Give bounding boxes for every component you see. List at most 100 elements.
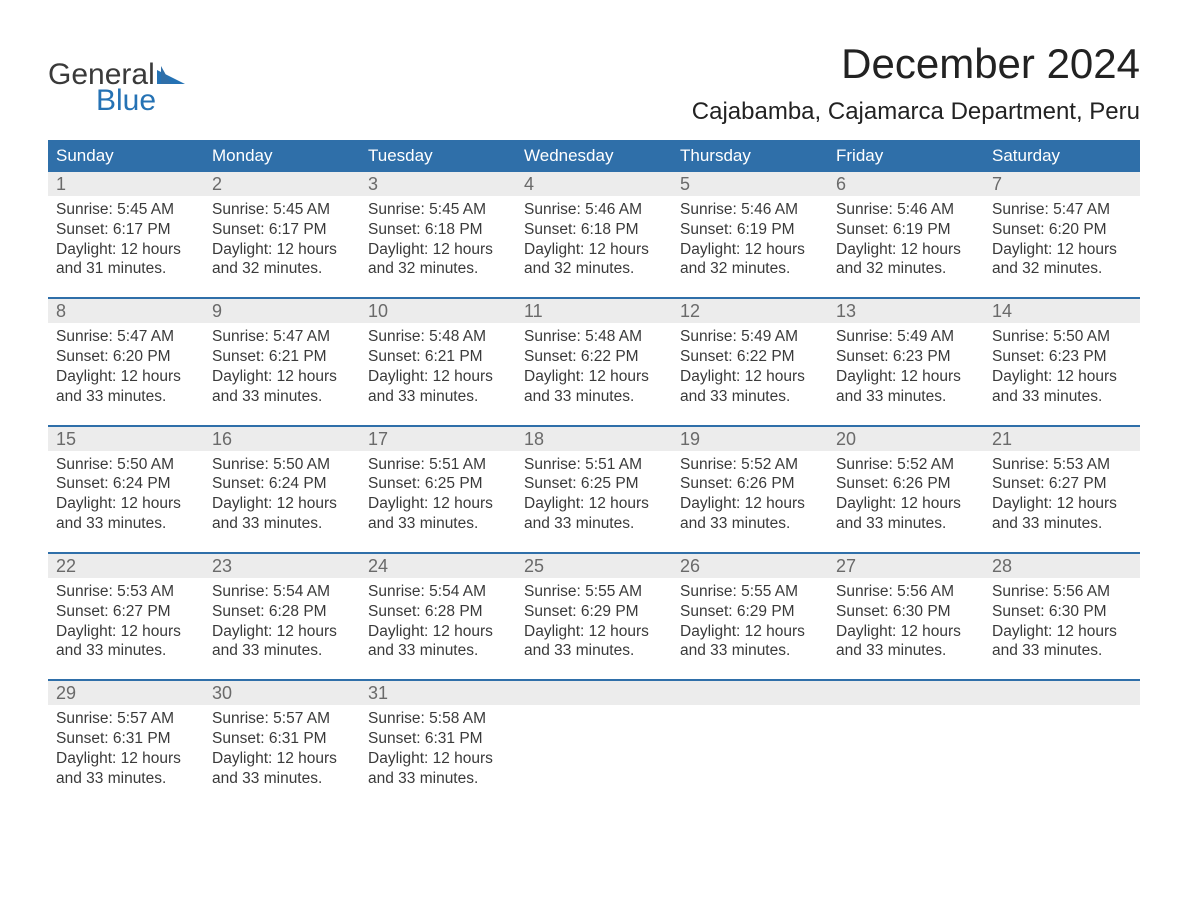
day-cell: Sunrise: 5:55 AMSunset: 6:29 PMDaylight:… — [516, 578, 672, 665]
day-number: 8 — [48, 299, 204, 323]
sunrise-line: Sunrise: 5:50 AM — [992, 327, 1132, 347]
sunset-line: Sunset: 6:17 PM — [56, 220, 196, 240]
day-cell: Sunrise: 5:48 AMSunset: 6:21 PMDaylight:… — [360, 323, 516, 410]
day-cell — [984, 705, 1140, 792]
sunrise-line: Sunrise: 5:45 AM — [56, 200, 196, 220]
sunrise-line: Sunrise: 5:54 AM — [368, 582, 508, 602]
day-cell: Sunrise: 5:47 AMSunset: 6:20 PMDaylight:… — [48, 323, 204, 410]
sunrise-line: Sunrise: 5:45 AM — [368, 200, 508, 220]
day-number: 1 — [48, 172, 204, 196]
sunset-line: Sunset: 6:17 PM — [212, 220, 352, 240]
day-cell: Sunrise: 5:49 AMSunset: 6:22 PMDaylight:… — [672, 323, 828, 410]
day-number: 7 — [984, 172, 1140, 196]
daylight-line-1: Daylight: 12 hours — [212, 367, 352, 387]
daylight-line-2: and 32 minutes. — [680, 259, 820, 279]
daylight-line-1: Daylight: 12 hours — [56, 749, 196, 769]
daylight-line-1: Daylight: 12 hours — [524, 622, 664, 642]
day-number: 17 — [360, 427, 516, 451]
daylight-line-2: and 33 minutes. — [836, 641, 976, 661]
sunset-line: Sunset: 6:25 PM — [368, 474, 508, 494]
day-number: 13 — [828, 299, 984, 323]
daylight-line-1: Daylight: 12 hours — [212, 622, 352, 642]
week-row: 15161718192021Sunrise: 5:50 AMSunset: 6:… — [48, 425, 1140, 538]
day-cell: Sunrise: 5:48 AMSunset: 6:22 PMDaylight:… — [516, 323, 672, 410]
week-row: 293031Sunrise: 5:57 AMSunset: 6:31 PMDay… — [48, 679, 1140, 792]
weeks-container: 1234567Sunrise: 5:45 AMSunset: 6:17 PMDa… — [48, 172, 1140, 793]
daylight-line-1: Daylight: 12 hours — [992, 494, 1132, 514]
day-cell: Sunrise: 5:51 AMSunset: 6:25 PMDaylight:… — [516, 451, 672, 538]
weekday-header-cell: Sunday — [48, 140, 204, 172]
day-cell: Sunrise: 5:45 AMSunset: 6:18 PMDaylight:… — [360, 196, 516, 283]
daylight-line-2: and 33 minutes. — [680, 387, 820, 407]
sunset-line: Sunset: 6:24 PM — [212, 474, 352, 494]
week-row: 891011121314Sunrise: 5:47 AMSunset: 6:20… — [48, 297, 1140, 410]
day-number: 20 — [828, 427, 984, 451]
weekday-header-cell: Monday — [204, 140, 360, 172]
daylight-line-1: Daylight: 12 hours — [524, 240, 664, 260]
day-cell: Sunrise: 5:55 AMSunset: 6:29 PMDaylight:… — [672, 578, 828, 665]
sunset-line: Sunset: 6:30 PM — [992, 602, 1132, 622]
daylight-line-1: Daylight: 12 hours — [680, 240, 820, 260]
daylight-line-2: and 32 minutes. — [836, 259, 976, 279]
daylight-line-2: and 33 minutes. — [680, 641, 820, 661]
sunrise-line: Sunrise: 5:46 AM — [680, 200, 820, 220]
sunset-line: Sunset: 6:31 PM — [212, 729, 352, 749]
sunrise-line: Sunrise: 5:54 AM — [212, 582, 352, 602]
daylight-line-2: and 33 minutes. — [56, 387, 196, 407]
daylight-line-1: Daylight: 12 hours — [368, 622, 508, 642]
daylight-line-2: and 32 minutes. — [524, 259, 664, 279]
daylight-line-2: and 33 minutes. — [368, 514, 508, 534]
day-number: 26 — [672, 554, 828, 578]
day-cell: Sunrise: 5:47 AMSunset: 6:21 PMDaylight:… — [204, 323, 360, 410]
sunrise-line: Sunrise: 5:47 AM — [212, 327, 352, 347]
sunrise-line: Sunrise: 5:55 AM — [680, 582, 820, 602]
sunrise-line: Sunrise: 5:48 AM — [524, 327, 664, 347]
daylight-line-2: and 33 minutes. — [56, 769, 196, 789]
daylight-line-1: Daylight: 12 hours — [524, 494, 664, 514]
sunset-line: Sunset: 6:20 PM — [992, 220, 1132, 240]
daylight-line-1: Daylight: 12 hours — [368, 240, 508, 260]
calendar-page: General Blue December 2024 Cajabamba, Ca… — [0, 0, 1188, 813]
day-number — [516, 681, 672, 705]
daylight-line-2: and 33 minutes. — [212, 514, 352, 534]
daylight-line-2: and 32 minutes. — [992, 259, 1132, 279]
sunrise-line: Sunrise: 5:56 AM — [836, 582, 976, 602]
daylight-line-2: and 33 minutes. — [992, 641, 1132, 661]
weekday-header-row: SundayMondayTuesdayWednesdayThursdayFrid… — [48, 140, 1140, 172]
weekday-header-cell: Friday — [828, 140, 984, 172]
daylight-line-1: Daylight: 12 hours — [368, 367, 508, 387]
sunrise-line: Sunrise: 5:53 AM — [56, 582, 196, 602]
day-number-row: 15161718192021 — [48, 427, 1140, 451]
daylight-line-2: and 33 minutes. — [992, 387, 1132, 407]
daylight-line-2: and 33 minutes. — [680, 514, 820, 534]
logo-flag-icon — [157, 66, 187, 88]
daylight-line-2: and 33 minutes. — [524, 641, 664, 661]
sunrise-line: Sunrise: 5:58 AM — [368, 709, 508, 729]
day-cell: Sunrise: 5:50 AMSunset: 6:23 PMDaylight:… — [984, 323, 1140, 410]
day-number: 27 — [828, 554, 984, 578]
sunrise-line: Sunrise: 5:49 AM — [680, 327, 820, 347]
day-cell: Sunrise: 5:47 AMSunset: 6:20 PMDaylight:… — [984, 196, 1140, 283]
daylight-line-1: Daylight: 12 hours — [992, 622, 1132, 642]
sunrise-line: Sunrise: 5:56 AM — [992, 582, 1132, 602]
day-cell: Sunrise: 5:50 AMSunset: 6:24 PMDaylight:… — [204, 451, 360, 538]
daylight-line-2: and 33 minutes. — [836, 387, 976, 407]
sunrise-line: Sunrise: 5:52 AM — [836, 455, 976, 475]
sunset-line: Sunset: 6:21 PM — [368, 347, 508, 367]
day-number: 5 — [672, 172, 828, 196]
day-number: 28 — [984, 554, 1140, 578]
sunset-line: Sunset: 6:25 PM — [524, 474, 664, 494]
sunrise-line: Sunrise: 5:53 AM — [992, 455, 1132, 475]
sunrise-line: Sunrise: 5:48 AM — [368, 327, 508, 347]
day-number — [828, 681, 984, 705]
day-number: 25 — [516, 554, 672, 578]
daylight-line-2: and 33 minutes. — [212, 641, 352, 661]
day-number-row: 293031 — [48, 681, 1140, 705]
sunset-line: Sunset: 6:19 PM — [680, 220, 820, 240]
sunset-line: Sunset: 6:19 PM — [836, 220, 976, 240]
day-cell — [672, 705, 828, 792]
logo-word-2: Blue — [96, 86, 187, 116]
day-body-row: Sunrise: 5:45 AMSunset: 6:17 PMDaylight:… — [48, 196, 1140, 283]
daylight-line-2: and 33 minutes. — [992, 514, 1132, 534]
sunrise-line: Sunrise: 5:50 AM — [56, 455, 196, 475]
